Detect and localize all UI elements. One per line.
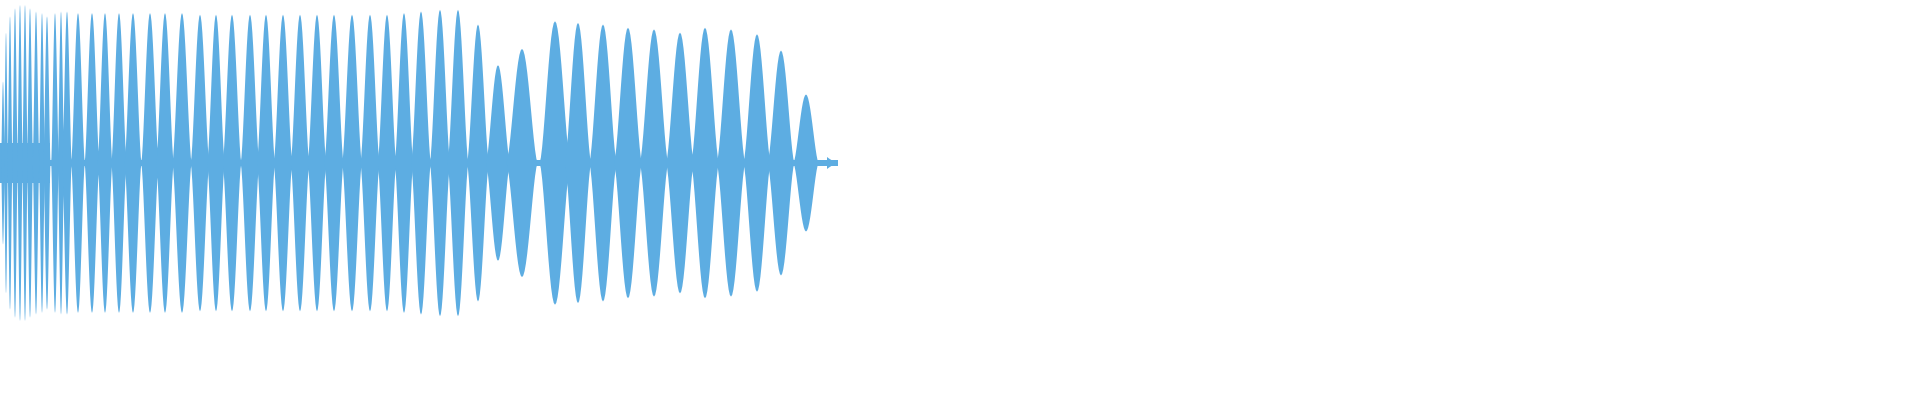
waveform-lobe — [222, 14, 242, 312]
waveform-lobe — [539, 21, 571, 305]
waveform-lobe — [32, 11, 40, 315]
waveform-lobe — [429, 9, 451, 317]
waveform-lobe — [22, 4, 28, 322]
waveform-lobe — [307, 14, 327, 312]
waveform-lobes — [0, 4, 838, 322]
waveform-lobe — [43, 16, 51, 310]
waveform-lobe — [564, 22, 592, 304]
waveform-lobe — [743, 34, 771, 292]
waveform-lobe — [447, 9, 469, 317]
waveform-lobe — [4, 32, 8, 294]
waveform-lobe — [793, 94, 819, 232]
waveform-lobe — [467, 24, 489, 302]
waveform-lobe — [57, 11, 65, 315]
waveform-lobe — [485, 65, 511, 261]
waveform-lobe — [360, 14, 380, 312]
waveform-lobe — [767, 50, 795, 276]
waveform-lobe — [716, 29, 746, 297]
waveform-lobe — [172, 13, 192, 313]
waveform-lobe — [342, 14, 362, 312]
waveform-lobe — [256, 14, 276, 312]
waveform-lobe — [12, 8, 18, 318]
waveform-lobe — [111, 13, 127, 313]
waveform-lobe — [665, 32, 695, 294]
waveform-lobe — [394, 13, 414, 313]
waveform-lobe — [506, 48, 538, 278]
waveform-lobe — [71, 13, 85, 313]
waveform-lobe — [38, 13, 46, 313]
waveform-lobe — [17, 4, 23, 322]
waveform-lobe — [273, 14, 293, 312]
waveform-tail — [827, 157, 838, 169]
waveform-lobe — [207, 14, 225, 312]
waveform-lobe — [7, 16, 13, 310]
waveform-lobe — [156, 13, 174, 313]
waveform-lobe — [51, 13, 59, 313]
waveform-lobe — [1, 81, 5, 245]
waveform-lobe — [26, 8, 34, 318]
waveform-lobe — [62, 11, 72, 315]
waveform-lobe — [690, 27, 720, 299]
waveform-lobe — [190, 14, 210, 312]
waveform-lobe — [589, 24, 617, 302]
waveform-lobe — [613, 27, 643, 299]
waveform-lobe — [240, 14, 260, 312]
waveform-lobe — [324, 14, 344, 312]
waveform-lobe — [639, 29, 669, 297]
waveform-lobe — [84, 13, 100, 313]
waveform-lobe — [124, 13, 142, 313]
waveform-lobe — [141, 13, 159, 313]
waveform-lobe — [377, 14, 397, 312]
waveform-lobe — [411, 11, 431, 315]
waveform-lobe — [290, 14, 310, 312]
waveform-lobe — [97, 13, 113, 313]
